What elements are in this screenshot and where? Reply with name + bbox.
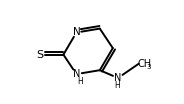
Text: CH: CH [137, 59, 152, 69]
Text: S: S [36, 50, 44, 60]
Text: N: N [72, 27, 80, 38]
Text: H: H [77, 77, 83, 86]
Text: N: N [114, 73, 122, 83]
Text: H: H [114, 81, 120, 90]
Text: N: N [73, 69, 80, 79]
Text: 3: 3 [146, 64, 151, 70]
